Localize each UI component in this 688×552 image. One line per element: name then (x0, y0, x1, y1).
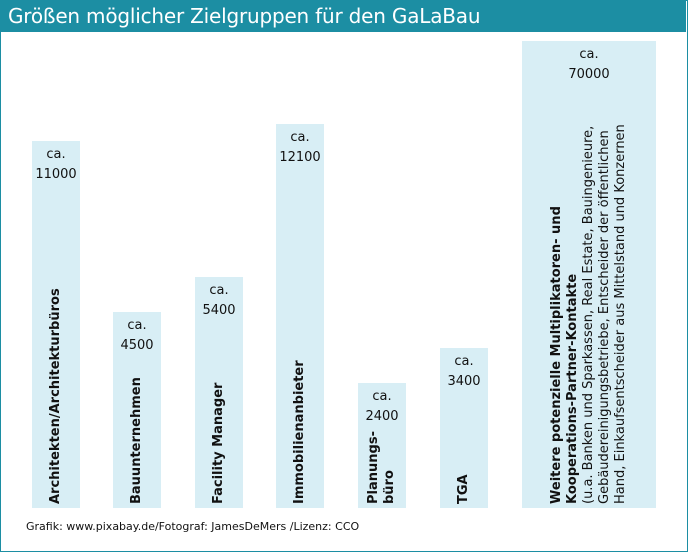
category-label-line: Immobilienanbieter (292, 360, 307, 504)
value-number: 11000 (35, 167, 77, 182)
category-label-7: Weitere potenzielle Multiplikatoren- und… (549, 124, 629, 504)
value-prefix: ca. (46, 147, 66, 162)
bar-4 (276, 124, 324, 508)
category-label-line: Bauunternehmen (129, 377, 144, 504)
value-number: 70000 (568, 67, 610, 82)
value-label-3: ca. 5400 (195, 281, 243, 321)
value-label-4: ca. 12100 (276, 128, 324, 168)
category-subnote-line: Gebäudereinigungsbetriebe, Entscheider d… (597, 130, 612, 504)
bar-7 (522, 41, 656, 508)
category-label-line: Planungs- (366, 431, 381, 504)
value-number: 2400 (365, 409, 399, 424)
category-label-5: Planungs-büro (366, 431, 398, 504)
category-subnote-line: Hand, Einkaufsentscheider aus Mittelstan… (613, 124, 628, 504)
category-label-line: Facility Manager (211, 382, 226, 504)
bar-1 (32, 141, 80, 508)
category-label-line: büro (382, 470, 397, 504)
category-label-4: Immobilienanbieter (292, 360, 308, 504)
value-label-5: ca. 2400 (358, 387, 406, 427)
value-number: 3400 (447, 374, 481, 389)
category-label-6: TGA (456, 474, 472, 504)
category-label-1: Architekten/Architekturbüros (48, 288, 64, 504)
value-prefix: ca. (579, 47, 599, 62)
value-number: 5400 (202, 303, 236, 318)
bar-2 (113, 312, 161, 508)
category-label-2: Bauunternehmen (129, 377, 145, 504)
category-label-3: Facility Manager (211, 383, 227, 504)
category-label-line: Architekten/Architekturbüros (48, 288, 63, 504)
category-subnote-line: (u.a. Banken und Sparkassen, Real Estate… (581, 125, 596, 504)
value-prefix: ca. (372, 389, 392, 404)
category-label-line: Weitere potenzielle Multiplikatoren- und (549, 206, 564, 504)
value-number: 4500 (120, 338, 154, 353)
value-prefix: ca. (454, 354, 474, 369)
value-label-2: ca. 4500 (113, 316, 161, 356)
title-bar: Größen möglicher Zielgruppen für den GaL… (0, 0, 686, 32)
value-label-6: ca. 3400 (440, 352, 488, 392)
value-number: 12100 (279, 150, 321, 165)
value-label-1: ca. 11000 (32, 145, 80, 185)
value-prefix: ca. (209, 283, 229, 298)
category-label-line: Kooperations-Partner-Kontakte (565, 273, 580, 504)
value-label-7: ca. 70000 (522, 45, 656, 85)
category-label-line: TGA (456, 474, 471, 504)
bar-3 (195, 277, 243, 508)
image-credit: Grafik: www.pixabay.de/Fotograf: JamesDe… (26, 520, 360, 533)
value-prefix: ca. (290, 130, 310, 145)
chart-title: Größen möglicher Zielgruppen für den GaL… (8, 4, 481, 28)
value-prefix: ca. (127, 318, 147, 333)
bar-6 (440, 348, 488, 508)
bar-5 (358, 383, 406, 508)
